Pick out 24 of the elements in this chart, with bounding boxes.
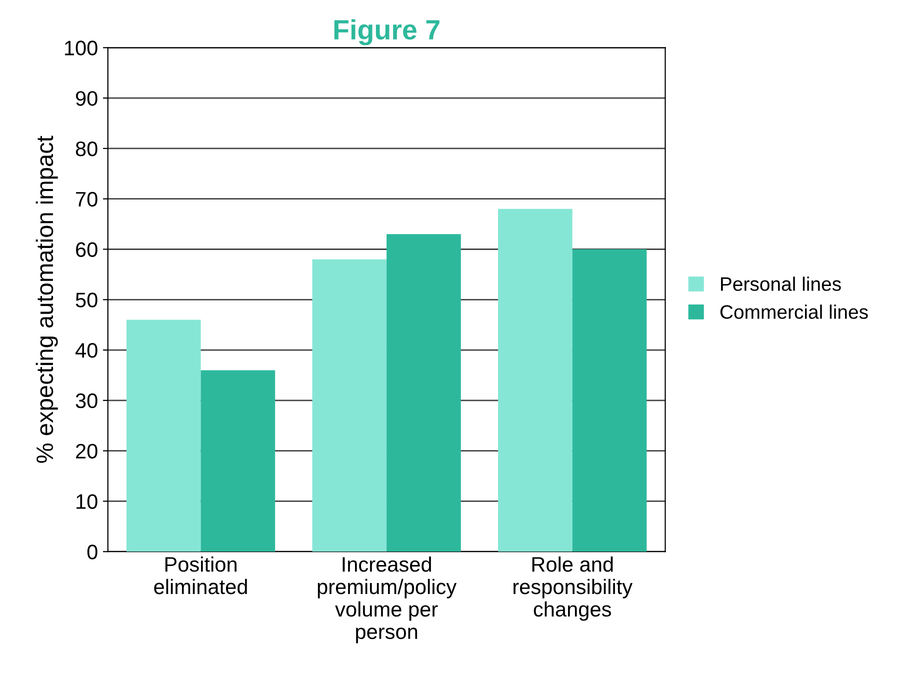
bar: [386, 234, 461, 552]
y-tick-label: 90: [76, 91, 98, 106]
chart-title: Figure 7: [334, 19, 440, 46]
y-tick-label: 80: [76, 141, 98, 156]
x-tick-label: Role and responsibility changes: [514, 556, 633, 621]
y-tick-label: 100: [64, 40, 98, 56]
y-tick-label: 20: [76, 444, 98, 459]
y-axis-title: % expecting automation impact: [36, 136, 58, 463]
y-tick-label: 50: [76, 292, 98, 308]
y-tick-label: 40: [75, 343, 98, 358]
legend-label: Personal lines: [721, 276, 841, 291]
y-tick-label: 70: [76, 192, 98, 207]
y-tick-label: 60: [76, 242, 98, 257]
x-tick-label: Position eliminated: [154, 556, 247, 594]
bar: [312, 259, 387, 552]
y-tick-label: 10: [76, 494, 98, 509]
legend-label: Commercial lines: [720, 304, 868, 319]
bar: [126, 320, 201, 552]
y-tick-label: 0: [87, 544, 98, 560]
bar: [572, 249, 647, 552]
bar: [498, 208, 572, 552]
x-tick-label: Increased premium/policy volume per person: [318, 556, 457, 644]
y-tick-label: 30: [76, 393, 98, 408]
bar: [200, 370, 276, 552]
